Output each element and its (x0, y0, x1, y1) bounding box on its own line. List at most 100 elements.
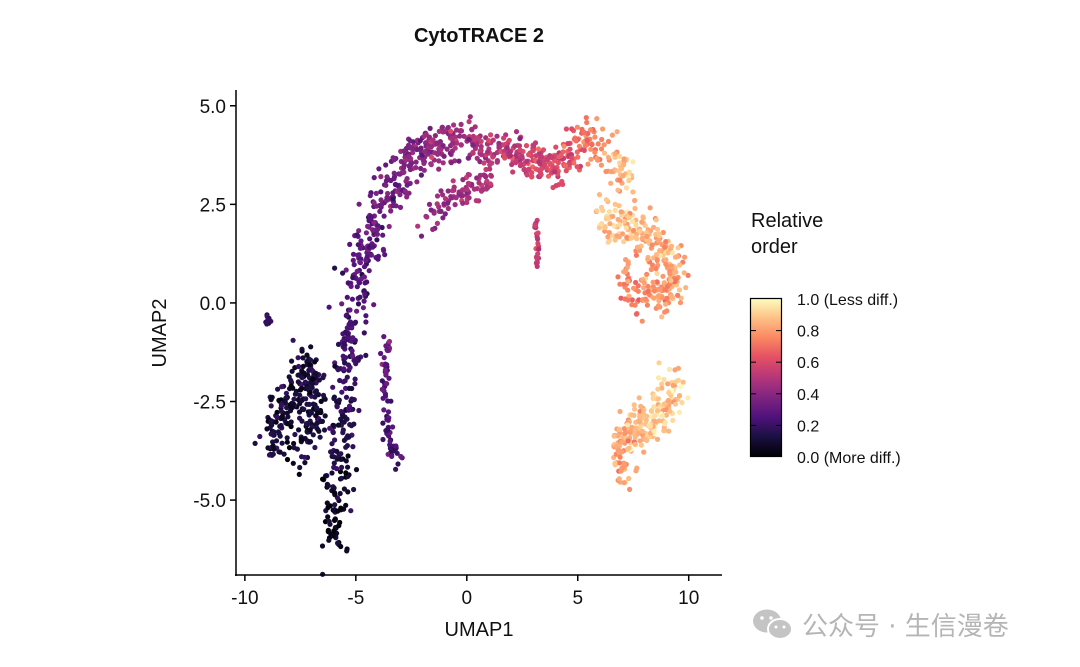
scatter-point-right-neck (630, 159, 636, 165)
scatter-point-left-blob (302, 454, 308, 460)
scatter-point-main-arc-lower (345, 464, 351, 470)
scatter-point-main-arc-lower (383, 178, 389, 184)
scatter-point-left-blob (257, 433, 263, 440)
scatter-point-bottom-right-blob (636, 395, 642, 401)
scatter-point-bottom-right-blob (670, 382, 676, 388)
scatter-point-right-lobe (654, 257, 660, 264)
scatter-point-bottom-right-blob (666, 390, 672, 396)
scatter-point-right-neck (605, 138, 612, 145)
y-axis-label: UMAP2 (149, 299, 171, 368)
scatter-point-main-arc-lower (363, 352, 369, 358)
scatter-point-main-arc-top (501, 152, 507, 158)
scatter-point-main-arc-lower (332, 265, 338, 271)
scatter-point-main-arc-lower (357, 245, 363, 251)
scatter-point-main-arc-lower (338, 505, 344, 511)
scatter-point-main-arc-lower (344, 294, 350, 300)
scatter-point-main-arc-lower (343, 385, 349, 391)
scatter-point-main-arc-lower (352, 381, 358, 387)
scatter-point-main-arc-lower (331, 490, 338, 496)
scatter-point-right-neck (595, 157, 601, 163)
y-tick-label: 0.0 (200, 294, 226, 315)
scatter-point-right-lobe (674, 253, 681, 260)
scatter-point-main-arc-top (440, 160, 446, 166)
scatter-point-left-blob (306, 401, 312, 407)
scatter-point-bottom-right-blob (612, 460, 618, 466)
scatter-point-main-arc-lower (401, 169, 407, 175)
scatter-point-right-lobe (645, 283, 651, 289)
scatter-point-right-lobe (617, 281, 623, 287)
scatter-point-main-arc-lower (355, 252, 361, 258)
scatter-point-bottom-right-blob (665, 397, 672, 404)
scatter-point-right-neck (569, 155, 575, 161)
scatter-point-main-arc-lower (377, 208, 383, 214)
scatter-point-arc-branch (426, 201, 433, 207)
scatter-point-main-arc-top (512, 143, 518, 149)
scatter-point-right-lobe (649, 242, 655, 248)
scatter-point-arc-branch (487, 181, 493, 187)
scatter-point-left-blob (301, 370, 307, 376)
scatter-point-main-arc-lower (340, 353, 346, 359)
scatter-point-right-lobe (653, 252, 660, 258)
scatter-point-main-arc-top (509, 161, 515, 168)
scatter-point-right-lobe (632, 205, 638, 212)
scatter-point-right-lobe (596, 225, 603, 231)
scatter-point-right-neck (618, 166, 625, 172)
scatter-point-main-arc-lower (367, 193, 373, 199)
scatter-point-right-lobe (671, 271, 677, 277)
scatter-point-right-neck (599, 136, 605, 143)
scatter-point-main-arc-lower (328, 449, 334, 455)
scatter-point-main-arc-lower (370, 244, 376, 250)
x-tick-label: -10 (231, 588, 258, 609)
scatter-point-main-arc-top (457, 133, 463, 139)
scatter-point-main-arc-top (413, 165, 419, 171)
scatter-point-bottom-right-blob (616, 447, 622, 453)
scatter-point-main-arc-lower (353, 356, 359, 362)
scatter-point-left-blob (313, 370, 319, 376)
scatter-point-arc-branch (485, 185, 491, 191)
scatter-point-left-blob (316, 377, 322, 383)
scatter-point-right-lobe (665, 250, 671, 256)
scatter-point-main-arc-lower (346, 434, 352, 440)
scatter-point-right-lobe (639, 235, 645, 241)
scatter-point-main-arc-lower (360, 305, 366, 311)
scatter-point-left-blob (305, 420, 311, 427)
scatter-point-main-arc-lower (384, 195, 390, 201)
scatter-point-left-blob (299, 348, 305, 354)
scatter-point-main-arc-lower (357, 294, 363, 300)
scatter-point-right-neck (569, 126, 575, 132)
scatter-point-right-lobe (618, 209, 624, 215)
scatter-point-main-arc-lower (338, 408, 344, 415)
scatter-point-right-neck (589, 141, 595, 148)
scatter-point-left-blob (320, 392, 327, 398)
scatter-point-bottom-right-blob (625, 438, 631, 444)
scatter-point-main-arc-top (410, 150, 416, 156)
scatter-point-main-arc-top (403, 145, 410, 151)
scatter-point-mid-stripe (386, 338, 393, 345)
scatter-point-right-lobe (683, 285, 689, 291)
scatter-point-bottom-right-blob (617, 408, 623, 415)
scatter-point-left-blob (318, 398, 324, 404)
scatter-point-right-lobe (626, 293, 632, 299)
scatter-point-left-blob (310, 432, 316, 438)
scatter-point-main-arc-lower (402, 188, 408, 194)
colorbar-tick-label: 0.8 (797, 324, 819, 341)
scatter-point-right-neck (595, 141, 601, 147)
scatter-point-right-neck (601, 150, 608, 156)
scatter-point-main-arc-lower (340, 413, 346, 419)
scatter-point-mid-stripe (384, 427, 391, 433)
scatter-point-right-lobe (637, 228, 643, 234)
scatter-point-main-arc-lower (358, 276, 364, 282)
scatter-point-bottom-right-blob (652, 412, 658, 419)
scatter-point-arc-branch (484, 178, 490, 184)
scatter-point-right-neck (603, 168, 609, 175)
scatter-point-main-arc-lower (383, 182, 389, 188)
scatter-point-main-arc-lower (351, 421, 357, 427)
scatter-point-main-arc-lower (325, 483, 331, 489)
scatter-point-main-arc-lower (353, 467, 360, 473)
scatter-point-main-arc-lower (335, 422, 342, 428)
scatter-point-main-arc-top (444, 146, 450, 152)
scatter-point-bottom-right-blob (632, 406, 638, 412)
scatter-point-main-arc-lower (384, 174, 390, 180)
scatter-point-arc-branch (448, 195, 454, 201)
scatter-point-mid-stripe (398, 453, 404, 460)
